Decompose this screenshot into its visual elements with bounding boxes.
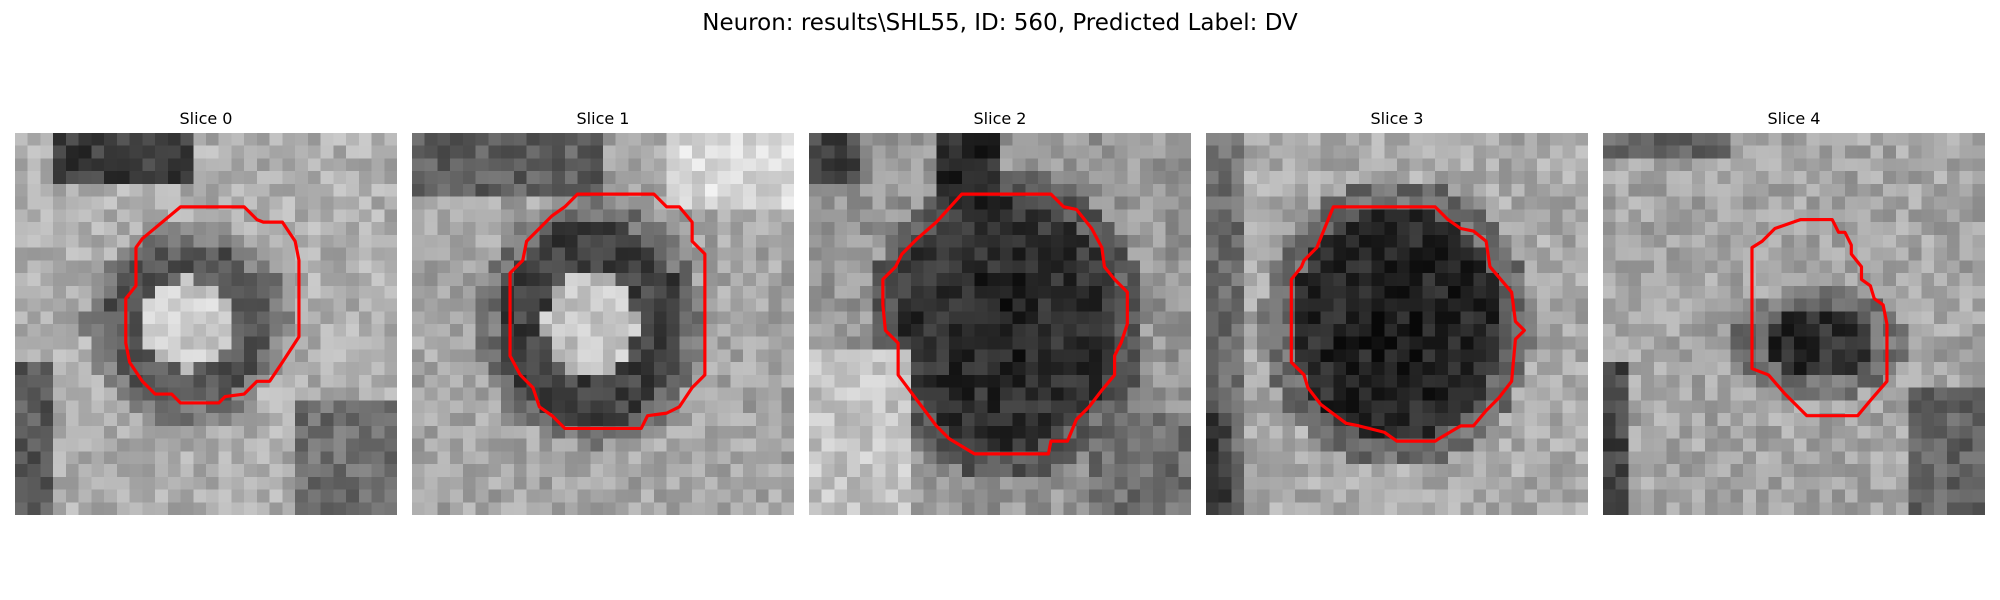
slice-image-2 <box>809 133 1191 515</box>
slice-title-4: Slice 4 <box>1767 109 1821 128</box>
slice-title-3: Slice 3 <box>1370 109 1424 128</box>
slice-title-0: Slice 0 <box>179 109 233 128</box>
slice-image-1 <box>412 133 794 515</box>
slice-title-1: Slice 1 <box>576 109 630 128</box>
slice-panel-3: Slice 3 <box>1206 108 1588 515</box>
slice-panel-0: Slice 0 <box>15 108 397 515</box>
slice-image-0 <box>15 133 397 515</box>
grayscale-pixels-3 <box>1206 133 1588 515</box>
slice-title-2: Slice 2 <box>973 109 1027 128</box>
neuron-contour-4 <box>1750 217 1889 418</box>
slice-panel-4: Slice 4 <box>1603 108 1985 515</box>
figure-title: Neuron: results\SHL55, ID: 560, Predicte… <box>702 10 1298 36</box>
neuron-contour-1 <box>508 192 707 431</box>
grayscale-pixels-2 <box>809 133 1191 515</box>
slice-panel-2: Slice 2 <box>809 108 1191 515</box>
grayscale-pixels-4 <box>1603 133 1985 515</box>
slice-image-3 <box>1206 133 1588 515</box>
slice-image-4 <box>1603 133 1985 515</box>
grayscale-pixels-0 <box>15 133 397 515</box>
grayscale-pixels-1 <box>412 133 794 515</box>
neuron-contour-3 <box>1289 205 1526 443</box>
neuron-contour-2 <box>881 192 1129 456</box>
neuron-contour-0 <box>124 205 301 405</box>
slice-panel-1: Slice 1 <box>412 108 794 515</box>
